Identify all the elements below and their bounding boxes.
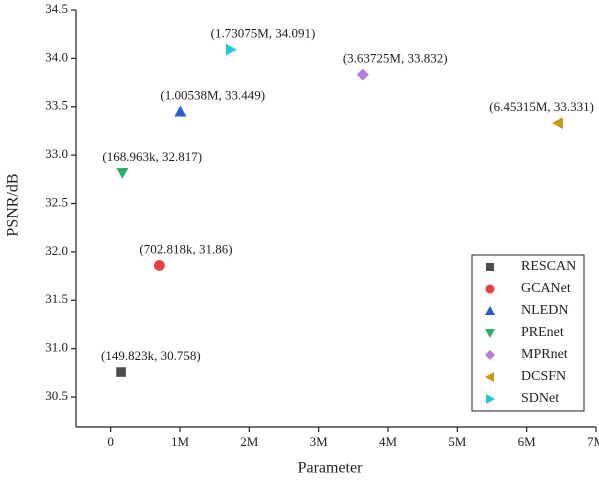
y-tick-label: 31.0: [45, 340, 68, 355]
x-tick-label: 0: [107, 434, 114, 449]
x-tick-label: 2M: [240, 434, 259, 449]
x-tick-label: 7M: [587, 434, 599, 449]
legend-label: DCSFN: [521, 369, 566, 384]
legend-marker: [485, 329, 495, 338]
legend-marker: [485, 372, 494, 382]
legend-label: SDNet: [521, 391, 559, 406]
point: [116, 168, 129, 179]
y-tick-label: 32.0: [45, 243, 68, 258]
legend-marker: [485, 306, 495, 315]
legend-label: GCANet: [521, 281, 571, 296]
legend-marker: [485, 350, 495, 360]
y-tick-label: 33.5: [45, 98, 68, 113]
legend-label: MPRnet: [521, 347, 568, 362]
y-tick-label: 32.5: [45, 194, 68, 209]
legend-label: NLEDN: [521, 303, 568, 318]
point: [225, 43, 237, 56]
x-tick-label: 6M: [518, 434, 537, 449]
y-tick-label: 31.5: [45, 291, 68, 306]
point-annotation: (702.818k, 31.86): [139, 241, 232, 256]
point-annotation: (1.00538M, 33.449): [160, 88, 265, 103]
x-tick-label: 5M: [448, 434, 467, 449]
point-annotation: (168.963k, 32.817): [102, 149, 202, 164]
point-annotation: (6.45315M, 33.331): [489, 99, 594, 114]
x-tick-label: 4M: [379, 434, 398, 449]
point: [356, 68, 369, 81]
point: [174, 105, 187, 117]
point-annotation: (149.823k, 30.758): [101, 348, 201, 363]
y-tick-label: 34.5: [45, 1, 68, 16]
y-tick-label: 30.5: [45, 388, 68, 403]
legend-label: RESCAN: [521, 259, 576, 274]
y-tick-label: 33.0: [45, 146, 68, 161]
legend-marker: [486, 394, 495, 404]
legend-marker: [485, 284, 495, 294]
y-axis-label: PSNR/dB: [5, 173, 22, 236]
legend-label: PREnet: [521, 325, 564, 340]
x-tick-label: 3M: [310, 434, 329, 449]
point: [116, 367, 126, 377]
point: [552, 117, 563, 130]
x-tick-label: 1M: [171, 434, 190, 449]
point: [153, 260, 165, 271]
point-annotation: (3.63725M, 33.832): [343, 51, 448, 66]
y-tick-label: 34.0: [45, 49, 68, 64]
x-axis-label: Parameter: [298, 460, 364, 477]
point-annotation: (1.73075M, 34.091): [211, 26, 316, 41]
legend-marker: [486, 263, 494, 271]
